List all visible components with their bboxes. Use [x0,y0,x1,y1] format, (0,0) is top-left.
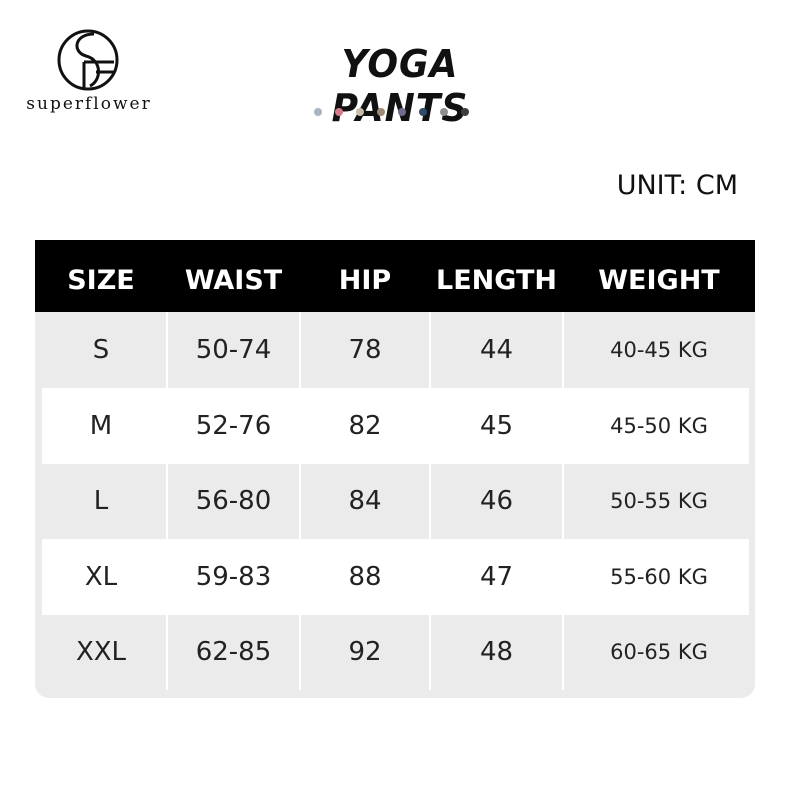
table-cell: 52-76 [195,410,272,441]
table-row: L 56-80 84 46 50-55 KG [35,463,755,539]
table-cell: 44 [479,335,514,365]
column-header: WEIGHT [598,264,720,296]
table-cell: 50-74 [195,335,272,365]
table-cell: 56-80 [195,486,272,516]
table-cell: 48 [479,637,514,667]
table-cell: 55-60 KG [610,564,708,589]
brand-name: superflower [26,94,152,114]
table-cell: 45 [479,410,514,441]
table-row: M 52-76 82 45 45-50 KG [35,387,755,464]
table-row: S 50-74 78 44 40-45 KG [35,312,755,388]
table-cell: 82 [348,410,382,441]
color-swatch [314,108,322,116]
color-swatch [419,108,427,116]
column-divider [299,463,301,539]
column-header: SIZE [67,264,135,296]
color-swatch [440,108,448,116]
table-cell: XXL [75,637,127,667]
column-divider [562,463,564,539]
table-cell: XL [84,561,118,592]
table-cell: 88 [348,561,382,592]
table-cell: 45-50 KG [610,413,708,438]
size-table: SIZE WAIST HIP LENGTH WEIGHT S 50-74 78 44 40-45… [35,240,755,698]
column-divider [429,463,431,539]
column-divider [166,463,168,539]
color-swatch [398,108,406,116]
column-divider [166,312,168,388]
table-row: XL 59-83 88 47 55-60 KG [35,538,755,615]
table-cell: 47 [479,561,514,592]
table-cell: 62-85 [195,637,272,667]
table-cell: 40-45 KG [610,338,708,362]
table-header: SIZE WAIST HIP LENGTH WEIGHT [35,240,755,312]
table-cell: S [92,335,110,365]
superflower-logo [57,29,119,91]
column-divider [299,614,301,690]
color-swatches [314,108,469,116]
color-swatch [461,108,469,116]
table-row: XXL 62-85 92 48 60-65 KG [35,614,755,690]
table-cell: 50-55 KG [610,489,708,513]
table-cell: M [89,410,113,441]
table-cell: 92 [348,637,382,667]
column-divider [299,312,301,388]
unit-label: UNIT: CM [616,170,738,201]
table-cell: 46 [479,486,514,516]
column-divider [429,614,431,690]
color-swatch [377,108,385,116]
column-header: LENGTH [436,264,557,296]
column-header: HIP [338,264,392,296]
table-cell: 84 [348,486,382,516]
column-divider [562,312,564,388]
column-header: WAIST [184,264,283,296]
table-cell: 78 [348,335,382,365]
color-swatch [356,108,364,116]
column-divider [429,312,431,388]
table-cell: 60-65 KG [610,640,708,664]
table-cell: 59-83 [195,561,272,592]
column-divider [166,614,168,690]
table-cell: L [93,486,109,516]
page-title: YOGA PANTS [332,42,468,130]
color-swatch [335,108,343,116]
column-divider [562,614,564,690]
